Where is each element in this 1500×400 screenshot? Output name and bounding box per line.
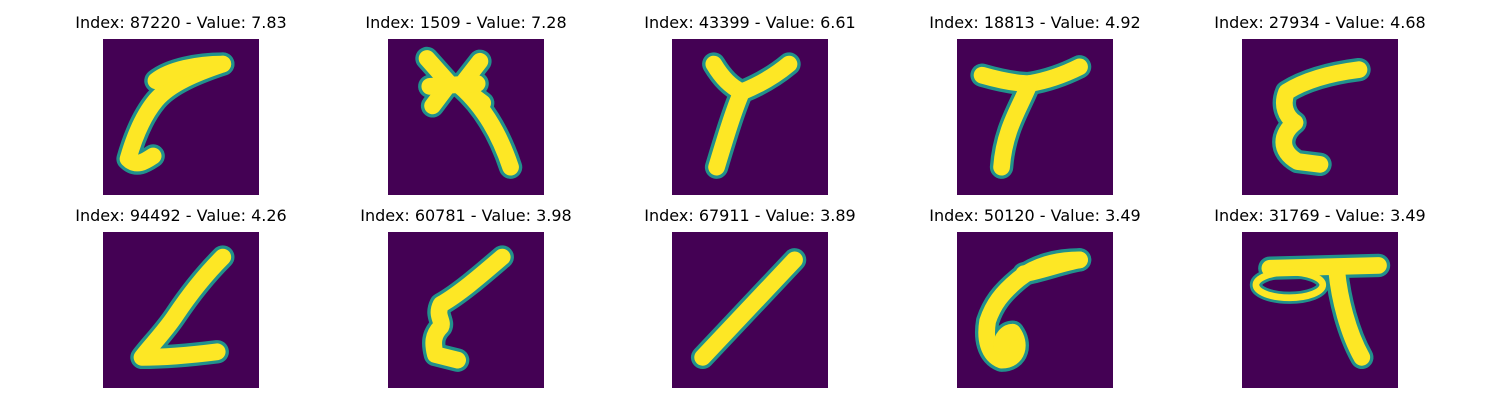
panel-title: Index: 18813 - Value: 4.92 [929, 13, 1141, 32]
panel-title: Index: 67911 - Value: 3.89 [644, 206, 856, 225]
digit-image [672, 232, 828, 388]
panel-title: Index: 27934 - Value: 4.68 [1214, 13, 1426, 32]
digit-image [1242, 232, 1398, 388]
panel-title: Index: 60781 - Value: 3.98 [360, 206, 572, 225]
panel-title: Index: 87220 - Value: 7.83 [75, 13, 287, 32]
panel-title: Index: 1509 - Value: 7.28 [365, 13, 567, 32]
panel-title: Index: 50120 - Value: 3.49 [929, 206, 1141, 225]
panel-title: Index: 31769 - Value: 3.49 [1214, 206, 1426, 225]
digit-image [388, 232, 544, 388]
panel-title: Index: 94492 - Value: 4.26 [75, 206, 287, 225]
digit-image [103, 232, 259, 388]
digit-image [388, 39, 544, 195]
digit-image [957, 232, 1113, 388]
digit-image [672, 39, 828, 195]
digit-image [957, 39, 1113, 195]
digit-image [103, 39, 259, 195]
panel-title: Index: 43399 - Value: 6.61 [644, 13, 856, 32]
digit-image [1242, 39, 1398, 195]
